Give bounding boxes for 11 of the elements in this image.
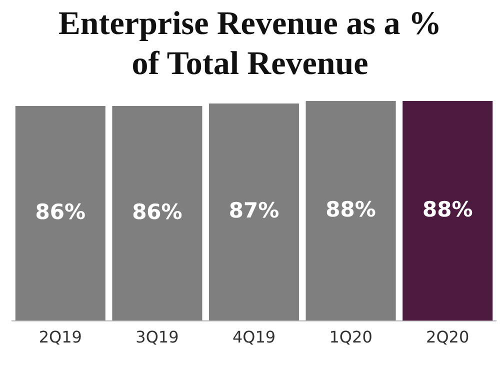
x-tick-label: 2Q20 [426, 328, 470, 347]
data-label: 88% [326, 197, 376, 222]
data-label: 87% [228, 198, 280, 223]
x-tick-label: 4Q19 [232, 328, 276, 347]
data-label: 86% [132, 200, 182, 224]
x-tick-label: 1Q20 [329, 328, 372, 347]
data-label: 88% [422, 197, 473, 222]
chart-title: Enterprise Revenue as a % of Total Revenue [57, 5, 443, 84]
x-tick-label: 3Q19 [136, 328, 179, 347]
data-label: 86% [35, 200, 86, 224]
x-tick-label: 2Q19 [38, 328, 82, 347]
